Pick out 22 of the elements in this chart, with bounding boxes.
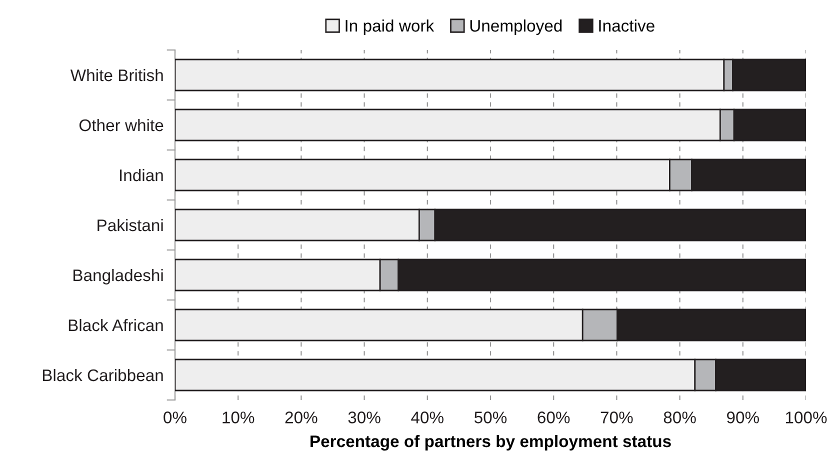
y-tick-label: White British: [70, 68, 163, 82]
x-tick-label: 20%: [285, 412, 318, 424]
x-tick-label: 10%: [222, 412, 254, 424]
x-tick-label: 30%: [348, 412, 380, 424]
x-tick-label: 100%: [786, 412, 827, 424]
x-tick-label: 70%: [600, 412, 633, 424]
y-tick-label: Bangladeshi: [74, 268, 163, 284]
x-tick-label: 60%: [538, 412, 570, 424]
x-tick-label: 0%: [164, 412, 186, 424]
legend-label: Unemployed: [470, 19, 562, 35]
legend-label: Inactive: [599, 19, 654, 32]
x-tick-label: 40%: [411, 412, 444, 424]
x-axis-title: Percentage of partners by employment status: [310, 434, 671, 451]
y-tick-label: Pakistani: [98, 218, 163, 232]
y-tick-label: Black African: [68, 318, 163, 332]
y-tick-label: Other white: [79, 118, 164, 132]
x-tick-label: 90%: [727, 412, 759, 424]
y-tick-label: Indian: [120, 168, 163, 182]
y-tick-label: Black Caribbean: [42, 368, 163, 382]
x-tick-label: 80%: [664, 412, 696, 424]
legend-label: In paid work: [346, 19, 434, 35]
x-tick-label: 50%: [474, 412, 507, 424]
